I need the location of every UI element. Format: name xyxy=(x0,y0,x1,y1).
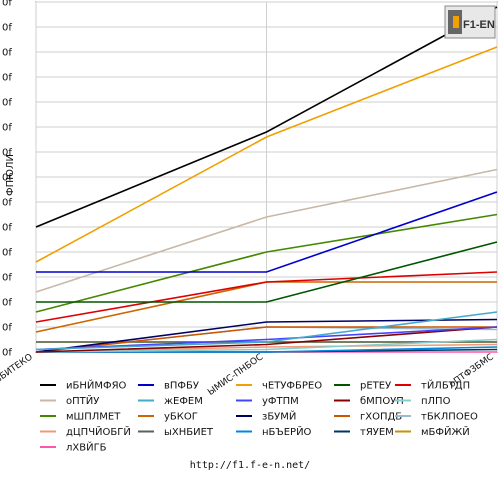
series-line xyxy=(35,311,498,351)
y-tick-label: 0f xyxy=(2,323,12,334)
legend-entry: уБКОГ xyxy=(164,412,198,423)
legend-entry: мШПЛМЕТ xyxy=(66,412,121,423)
y-tick-label: 0f xyxy=(2,198,12,209)
legend: иБНЙМФЯО вПФБУ чЕТУФБРЕО рЕТЕУ тЙЛБТДП оПТЙУ ж… xyxy=(40,379,478,454)
legend-entry: мБФЙЖЙ xyxy=(421,425,470,438)
legend-entry: нБЪЕРЙО xyxy=(262,425,312,438)
series-line xyxy=(35,338,498,353)
series-line xyxy=(35,6,498,228)
y-axis-label: ФПЮЛИ xyxy=(5,154,16,196)
series-line xyxy=(35,326,498,351)
legend-entry: дЦПЧЙОБГЙ xyxy=(66,425,131,438)
y-tick-label: 0f xyxy=(2,223,12,234)
legend-entry: иБНЙМФЯО xyxy=(66,379,127,392)
y-tick-label: 0f xyxy=(2,348,12,359)
series-line xyxy=(36,241,498,303)
series-line xyxy=(36,191,498,273)
series-line xyxy=(35,326,497,353)
series-line xyxy=(35,343,498,353)
y-tick-label: 0f xyxy=(2,248,12,259)
y-tick-label: 0f xyxy=(2,273,12,284)
legend-entry: чЕТУФБРЕО xyxy=(262,381,322,392)
series-line xyxy=(35,318,498,353)
footer-url[interactable]: http://f1.f-e-n.net/ xyxy=(190,460,310,471)
y-tick-label: 0f xyxy=(2,298,12,309)
series-line xyxy=(35,213,498,313)
legend-entry: тБКЛПОЕО xyxy=(421,412,478,423)
y-tick-label: 0f xyxy=(2,23,12,34)
legend-entry: вПФБУ xyxy=(164,381,199,392)
y-tick-label: 0f xyxy=(2,0,12,9)
x-tick-label: ЫМИС-ПНБОС xyxy=(206,352,265,398)
legend-entry: лХВЙГБ xyxy=(66,441,107,454)
legend-entry: уФТПМ xyxy=(262,396,299,407)
series-line xyxy=(35,271,498,323)
series-line xyxy=(35,326,498,353)
y-tick-label: 0f xyxy=(2,98,12,109)
series-lines xyxy=(35,6,498,353)
legend-entry: оПТЙУ xyxy=(66,394,99,407)
legend-entry: пЛПО xyxy=(421,396,451,407)
logo-text: F1-EN xyxy=(463,19,495,31)
legend-entry: жЕФЕМ xyxy=(164,396,203,407)
series-line xyxy=(36,346,498,353)
series-line xyxy=(35,46,498,263)
y-tick-label: 0f xyxy=(2,48,12,59)
legend-entry: ыХНБИЕТ xyxy=(164,427,214,438)
legend-entry: тЙЛБТДП xyxy=(421,379,470,392)
legend-entry: рЕТЕУ xyxy=(360,381,391,392)
logo-accent xyxy=(453,16,459,28)
logo: F1-EN xyxy=(444,5,496,39)
y-axis-ticks: 0f 0f 0f 0f 0f 0f 0f 0f 0f 0f 0f 0f 0f 0f 0f xyxy=(2,0,12,359)
y-tick-label: 0f xyxy=(2,148,12,159)
legend-entry: гХОПДБ xyxy=(360,412,402,423)
y-tick-label: 0f xyxy=(2,173,12,184)
legend-entry: тЯУЕМ xyxy=(360,427,394,438)
legend-entry: зБУМЙ xyxy=(262,410,296,423)
series-line xyxy=(35,168,498,293)
y-tick-label: 0f xyxy=(2,73,12,84)
legend-entry: бМПОУП xyxy=(360,396,404,407)
y-tick-label: 0f xyxy=(2,123,12,134)
